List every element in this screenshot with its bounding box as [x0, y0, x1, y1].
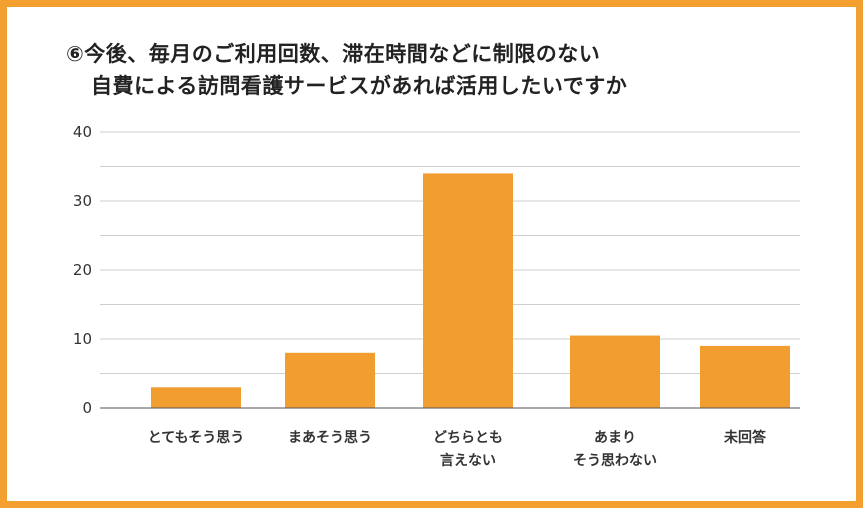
y-axis-tick-labels: 0 10 20 30 40: [73, 123, 92, 417]
bar: [570, 335, 660, 408]
chart-title-line-2: 自費による訪問看護サービスがあれば活用したいですか: [91, 74, 628, 98]
x-category-label: まあそう思う: [288, 430, 372, 446]
x-category-label: とてもそう思う: [148, 430, 245, 446]
bar: [151, 387, 241, 408]
x-category-label: 未回答: [724, 429, 767, 446]
y-tick-label: 0: [82, 399, 92, 417]
chart-title-line-1: ⑥今後、毎月のご利用回数、滞在時間などに制限のない: [66, 42, 601, 66]
y-tick-label: 20: [73, 261, 92, 279]
chart-title: ⑥今後、毎月のご利用回数、滞在時間などに制限のない 自費による訪問看護サービスが…: [66, 38, 627, 102]
y-tick-label: 10: [73, 330, 92, 348]
x-axis-category-labels: とてもそう思う まあそう思う どちらとも言えない あまりそう思わない 未回答: [148, 429, 767, 469]
x-category-label: あまりそう思わない: [573, 430, 657, 469]
bar: [700, 345, 790, 408]
bars: [151, 173, 790, 408]
x-category-label: どちらとも言えない: [433, 430, 503, 469]
y-tick-label: 30: [73, 192, 92, 210]
y-tick-label: 40: [73, 123, 92, 141]
bar: [285, 352, 375, 408]
bar: [423, 173, 513, 408]
